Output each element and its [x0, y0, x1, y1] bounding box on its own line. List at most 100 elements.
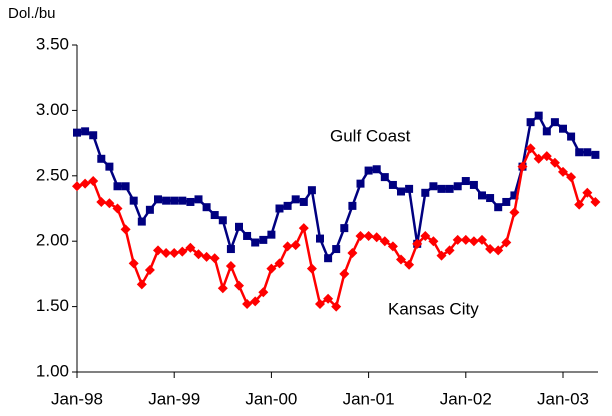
point [218, 216, 227, 225]
point [120, 224, 131, 235]
point [323, 293, 334, 304]
point [541, 151, 552, 162]
point [315, 298, 325, 309]
point [178, 196, 187, 205]
point [566, 172, 577, 183]
point [494, 203, 503, 212]
x-tick-label: Jan-02 [440, 389, 492, 408]
point [397, 187, 405, 196]
point [412, 238, 423, 249]
point [154, 195, 162, 204]
point [242, 298, 253, 309]
point [170, 196, 179, 205]
point [348, 201, 357, 210]
point [194, 195, 203, 204]
point [250, 296, 261, 307]
point [380, 173, 389, 182]
point [339, 268, 350, 279]
point [429, 182, 438, 191]
point [258, 287, 269, 298]
point [153, 245, 163, 256]
x-tick-label: Jan-03 [537, 389, 589, 408]
point [129, 196, 138, 205]
point [299, 197, 308, 206]
point [452, 234, 463, 245]
point [542, 127, 551, 136]
point [306, 263, 317, 274]
point [282, 241, 293, 252]
point [396, 254, 406, 265]
y-tick-label: 3.50 [36, 34, 69, 53]
point [405, 184, 414, 193]
point [517, 161, 528, 172]
x-tick-label: Jan-98 [51, 389, 103, 408]
point [202, 203, 211, 212]
point [379, 236, 390, 247]
point [291, 195, 300, 204]
point [121, 182, 130, 191]
point [575, 148, 584, 157]
point [298, 223, 309, 234]
point [112, 203, 123, 214]
point [267, 230, 276, 239]
point [266, 263, 277, 274]
point [137, 217, 146, 226]
point [428, 236, 439, 247]
point [217, 283, 228, 294]
point [468, 236, 479, 247]
point [510, 191, 519, 200]
point [421, 188, 430, 197]
point [332, 245, 341, 254]
point [80, 178, 91, 189]
point [88, 176, 99, 187]
point [113, 182, 122, 191]
x-tick-label: Jan-00 [245, 389, 297, 408]
point [559, 124, 567, 133]
point [534, 111, 543, 120]
point [486, 194, 495, 203]
point [331, 301, 342, 312]
point [251, 238, 260, 247]
point [128, 258, 139, 269]
point [445, 184, 454, 193]
point [225, 261, 236, 272]
point [193, 249, 204, 260]
point [590, 196, 601, 207]
point [72, 181, 82, 192]
annotation: Kansas City [388, 299, 479, 318]
point [558, 166, 568, 177]
point [436, 250, 447, 261]
point [162, 196, 171, 205]
x-tick-label: Jan-99 [148, 389, 200, 408]
point [169, 247, 180, 258]
point [210, 211, 219, 220]
point [104, 198, 115, 209]
point [81, 127, 90, 136]
point [372, 165, 381, 174]
point [437, 184, 446, 193]
series-line [76, 145, 597, 310]
point [96, 196, 107, 207]
point [274, 258, 285, 269]
point [567, 132, 576, 141]
y-tick-label: 1.00 [36, 361, 69, 380]
point [356, 179, 365, 188]
point [501, 237, 512, 248]
y-tick-label: 2.50 [36, 165, 69, 184]
point [283, 201, 292, 210]
y-tick-label: 2.00 [36, 231, 69, 250]
point [145, 205, 154, 214]
point [307, 186, 316, 195]
point [387, 241, 398, 252]
point [509, 207, 520, 218]
point [340, 224, 349, 233]
point [583, 148, 592, 157]
point [136, 279, 147, 290]
point [477, 234, 487, 245]
point [420, 230, 431, 241]
point [243, 231, 252, 240]
point [235, 222, 243, 231]
y-tick-label: 3.00 [36, 100, 69, 119]
point [404, 259, 415, 270]
